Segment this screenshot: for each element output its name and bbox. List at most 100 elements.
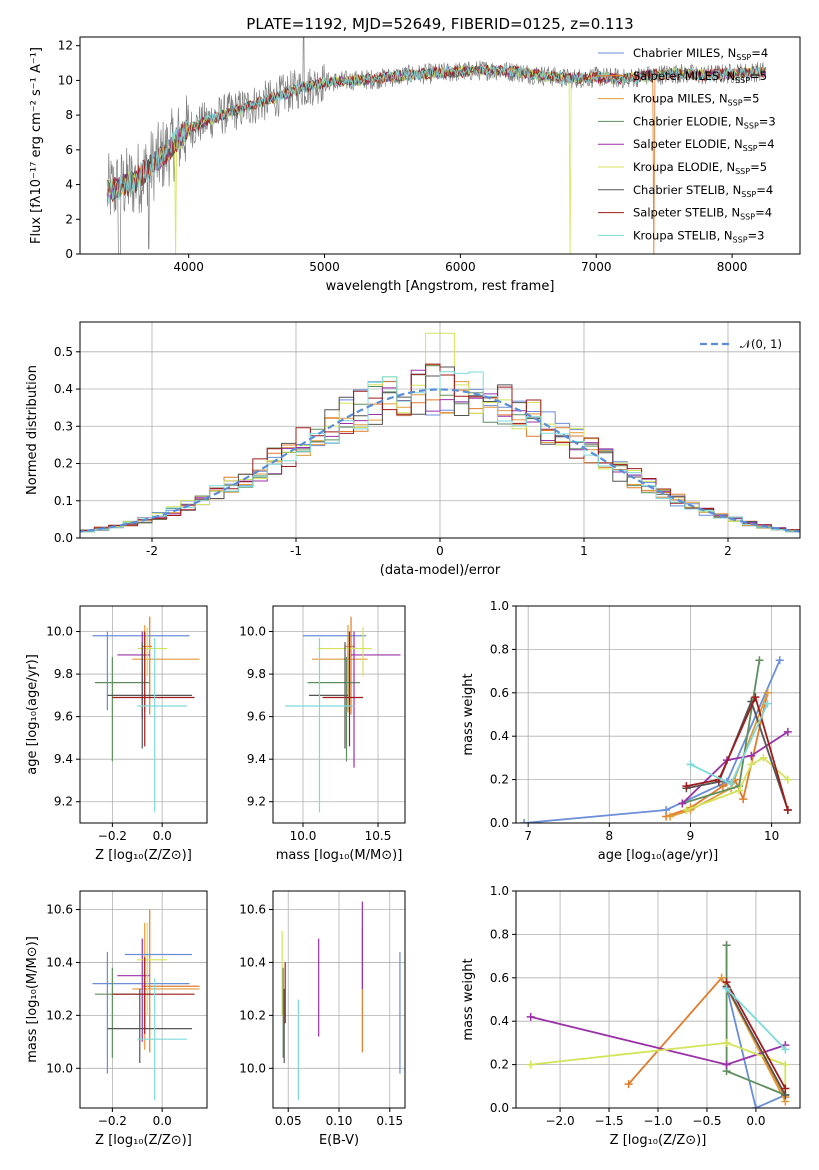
- marker-salpeter_miles: [624, 1080, 633, 1089]
- marker-salpeter_miles: [718, 782, 727, 791]
- x-axis-label: Z [log₁₀(Z/Z⊙)]: [95, 1133, 192, 1148]
- y-tick-label: 0.4: [490, 1014, 509, 1028]
- series-line-kroupa_stelib: [725, 987, 786, 1051]
- y-tick-label: 0.0: [490, 816, 509, 830]
- marker-salpeter_miles: [739, 795, 748, 804]
- x-tick-label: 10: [764, 829, 779, 843]
- y-tick-label: 9.6: [247, 710, 266, 724]
- x-tick-label: 0: [436, 544, 444, 558]
- x-axis-label: wavelength [Angstrom, rest frame]: [326, 279, 555, 294]
- marker-salpeter_elodie: [722, 1060, 731, 1069]
- y-axis-label: Normed distribution: [25, 365, 40, 495]
- y-tick-label: 0.2: [490, 773, 509, 787]
- legend-entry: Kroupa STELIB, NSSP=3: [633, 228, 764, 244]
- y-tick-label: 10.4: [46, 955, 73, 969]
- x-tick-label: 8000: [717, 260, 748, 274]
- y-tick-label: 10: [58, 73, 73, 87]
- axes-frame: [515, 605, 801, 824]
- marker-kroupa_elodie: [526, 1060, 535, 1069]
- y-tick-label: 1.0: [490, 884, 509, 898]
- marker-kroupa_elodie: [781, 1060, 790, 1069]
- y-tick-label: 0.5: [54, 345, 73, 359]
- x-tick-label: 0.10: [326, 1114, 353, 1128]
- y-tick-label: 0.1: [54, 494, 73, 508]
- mass-vs-Z-panel: −0.2 0.0 10.0 10.2 10.4 10.6 Z [log₁₀(Z/Z⊙)] ma…: [25, 890, 208, 1148]
- series-lines: [520, 656, 792, 823]
- model-line-chabrier_stelib: [107, 64, 767, 200]
- legend-entry: 𝒩(0, 1): [740, 337, 782, 351]
- marker-chabrier_elodie: [722, 941, 731, 950]
- y-axis-label: age [log₁₀(age/yr)]: [25, 654, 40, 775]
- marker-chabrier_elodie: [755, 656, 764, 665]
- axes-frame: [79, 605, 208, 824]
- x-tick-label: 0.0: [153, 1114, 172, 1128]
- x-tick-label: −2.0: [545, 1114, 574, 1128]
- spectrum-panel: PLATE=1192, MJD=52649, FIBERID=0125, z=0…: [29, 15, 801, 294]
- series-line-chabrier_miles: [524, 659, 781, 823]
- model-line-chabrier_miles: [106, 64, 767, 198]
- x-tick-label: 7: [524, 829, 532, 843]
- marker-salpeter_elodie: [747, 751, 756, 760]
- x-tick-label: 0.0: [746, 1114, 765, 1128]
- error-bars: [92, 616, 200, 813]
- y-axis-label: mass weight: [461, 958, 476, 1040]
- y-tick-label: 0.6: [490, 686, 509, 700]
- massweight-vs-Z-panel: −2.0 −1.5 −1.0 −0.5 0.0 0.0 0.2 0.4 0.6 0.8 1.0 Z […: [461, 884, 801, 1148]
- axes-frame: [79, 890, 208, 1109]
- y-tick-label: 1.0: [490, 599, 509, 613]
- model-line-kroupa_stelib: [106, 64, 767, 204]
- y-tick-label: 10.2: [46, 1008, 73, 1022]
- series-line-salpeter_stelib: [686, 694, 789, 811]
- x-axis-label: Z [log₁₀(Z/Z⊙)]: [95, 848, 192, 863]
- marker-kroupa_elodie: [783, 775, 792, 784]
- x-axis-label: age [log₁₀(age/yr)]: [598, 848, 719, 863]
- marker-kroupa_elodie: [682, 805, 691, 814]
- y-axis-label: Flux [fλ10⁻¹⁷ erg cm⁻² s⁻¹ A⁻¹]: [29, 47, 44, 244]
- error-bars: [285, 616, 401, 813]
- x-tick-label: 0.0: [153, 829, 172, 843]
- y-tick-label: 10.4: [239, 955, 266, 969]
- y-tick-label: 0.4: [490, 729, 509, 743]
- y-tick-label: 10.0: [239, 1061, 266, 1075]
- y-tick-label: 0.0: [490, 1101, 509, 1115]
- x-tick-label: 0.05: [275, 1114, 302, 1128]
- y-tick-label: 9.4: [247, 752, 266, 766]
- marker-kroupa_miles: [666, 812, 675, 821]
- legend-entry: Chabrier ELODIE, NSSP=3: [633, 114, 776, 130]
- y-tick-label: 0: [65, 247, 73, 261]
- legend-entry: Chabrier STELIB, NSSP=4: [633, 183, 773, 199]
- x-tick-label: −0.2: [98, 829, 127, 843]
- x-tick-label: 4000: [173, 260, 204, 274]
- y-tick-label: 10.0: [239, 625, 266, 639]
- series-line-chabrier_stelib: [725, 986, 787, 1096]
- y-tick-label: 0.6: [490, 971, 509, 985]
- model-line-kroupa_miles: [106, 64, 767, 200]
- hist-kroupa_stelib: [80, 371, 800, 533]
- marker-salpeter_stelib: [781, 1084, 790, 1093]
- y-tick-label: 0.8: [490, 927, 509, 941]
- x-tick-label: 6000: [445, 260, 476, 274]
- marker-chabrier_miles: [775, 656, 784, 665]
- x-tick-label: 10.0: [290, 829, 317, 843]
- series-line-kroupa_elodie: [530, 1041, 787, 1095]
- marker-salpeter_elodie: [783, 727, 792, 736]
- model-line-salpeter_stelib: [106, 64, 767, 203]
- age-vs-mass-panel: 10.0 10.5 9.2 9.4 9.6 9.8 10.0 mass [log₁₀(M/M⊙…: [239, 605, 406, 863]
- y-tick-label: 0.2: [490, 1058, 509, 1072]
- y-tick-label: 4: [65, 178, 73, 192]
- y-tick-label: 9.8: [54, 667, 73, 681]
- x-axis-label: Z [log₁₀(Z/Z⊙)]: [610, 1133, 707, 1148]
- marker-kroupa_elodie: [747, 760, 756, 769]
- x-axis-label: (data-model)/error: [380, 563, 501, 578]
- marker-kroupa_stelib: [781, 1045, 790, 1054]
- spectrum-lines: [106, 37, 767, 254]
- x-tick-label: 10.5: [365, 829, 392, 843]
- x-tick-label: 5000: [309, 260, 340, 274]
- legend: Chabrier MILES, NSSP=4 Salpeter MILES, NS…: [598, 46, 776, 244]
- y-axis-label: mass weight: [461, 673, 476, 755]
- normal-curve: [80, 388, 800, 533]
- x-tick-label: 9: [687, 829, 695, 843]
- x-tick-label: −0.5: [692, 1114, 721, 1128]
- marker-kroupa_stelib: [763, 699, 772, 708]
- x-tick-label: 2: [724, 544, 732, 558]
